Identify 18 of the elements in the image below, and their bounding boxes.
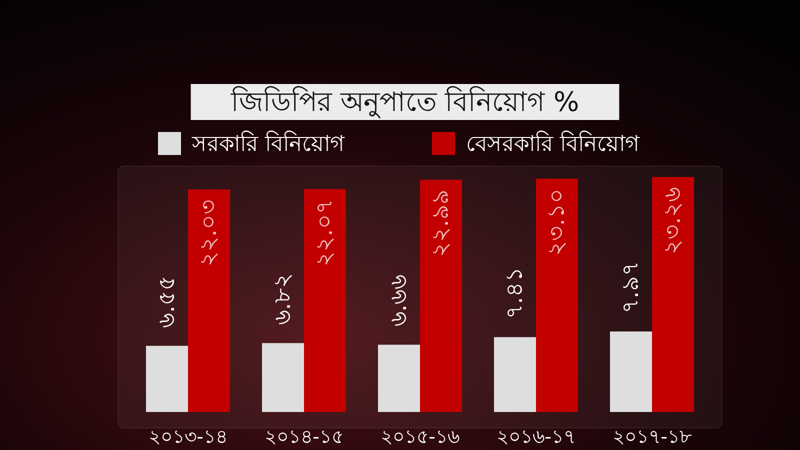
data-label: ৬.৬৬ (386, 274, 412, 327)
x-tick-label: ২০১৩-১৪ (148, 426, 228, 448)
x-tick-label: ২০১৬-১৭ (496, 426, 576, 448)
data-label: ৬.৫৫ (154, 276, 180, 328)
x-tick-label: ২০১৫-১৬ (380, 426, 460, 448)
legend-label: সরকারি বিনিয়োগ (191, 131, 345, 157)
data-label: ২২.০৭ (312, 199, 338, 266)
x-tick-label: ২০১৭-১৮ (612, 426, 692, 448)
x-tick-label: ২০১৪-১৫ (264, 426, 344, 448)
data-label: ২৩.১০ (544, 188, 570, 256)
data-label: ২৩.২৬ (660, 187, 686, 254)
chart-title: জিডিপির অনুপাতে বিনিয়োগ % (230, 86, 580, 118)
data-label: ৬.৮২ (270, 272, 296, 326)
data-label: ৭.৪১ (502, 266, 528, 320)
data-label: ২২.৯৯ (428, 190, 454, 258)
data-label: ৭.৯৭ (618, 261, 644, 314)
data-label: ২২.০৩ (196, 199, 222, 267)
legend-label: বেসরকারি বিনিয়োগ (466, 131, 640, 157)
